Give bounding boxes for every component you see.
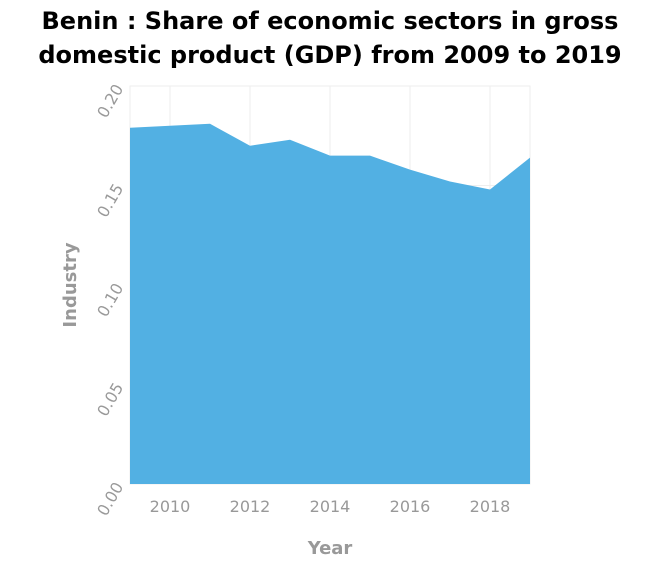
x-tick-label: 2012 xyxy=(230,497,271,516)
area-series-industry xyxy=(130,123,530,484)
y-axis-title: Industry xyxy=(60,242,81,327)
x-tick-label: 2016 xyxy=(390,497,431,516)
x-tick-label: 2014 xyxy=(310,497,351,516)
x-tick-label: 2010 xyxy=(150,497,191,516)
plot-area xyxy=(130,123,530,484)
chart-title-line-2: domestic product (GDP) from 2009 to 2019 xyxy=(38,41,621,69)
chart-title-line-1: Benin : Share of economic sectors in gro… xyxy=(42,7,619,35)
x-axis-title: Year xyxy=(307,538,353,559)
x-tick-label: 2018 xyxy=(470,497,511,516)
